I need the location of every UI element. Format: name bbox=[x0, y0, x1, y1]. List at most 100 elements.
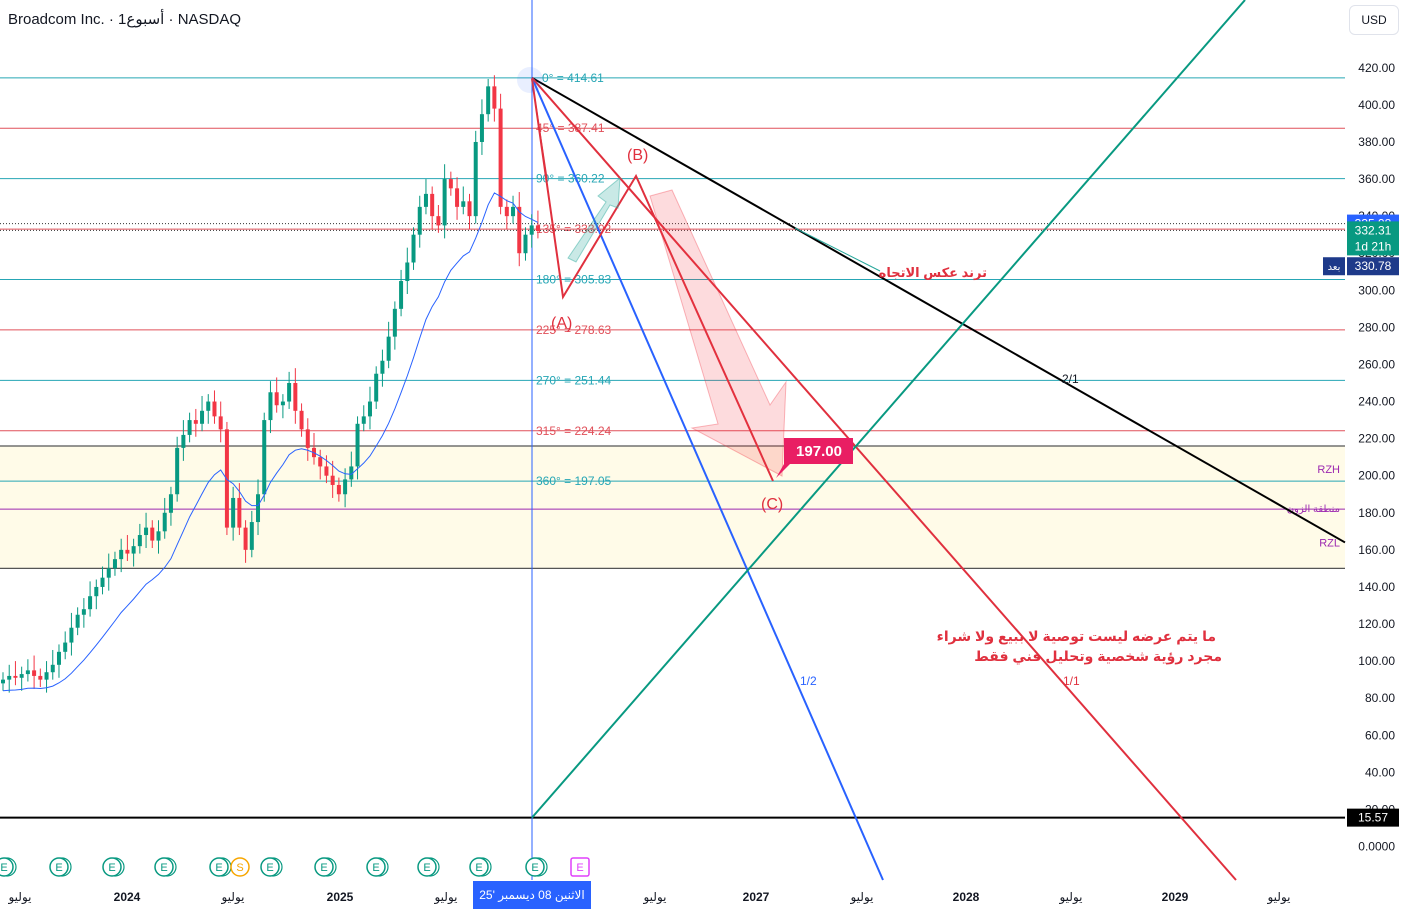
candle-body bbox=[44, 672, 49, 680]
price-tick-label: 200.00 bbox=[1358, 469, 1395, 483]
after-hours-tag: بعد bbox=[1328, 262, 1341, 273]
currency-button[interactable]: USD bbox=[1349, 5, 1399, 35]
candle-body bbox=[430, 193, 435, 217]
candle-body bbox=[162, 512, 167, 532]
candle-body bbox=[268, 392, 273, 421]
candle-body bbox=[461, 201, 466, 207]
price-badge-last: 332.31 bbox=[1355, 223, 1392, 237]
candle-body bbox=[237, 497, 242, 528]
candle-body bbox=[231, 497, 236, 528]
candle-body bbox=[392, 308, 397, 337]
candle-body bbox=[168, 494, 173, 513]
event-earnings-marker bbox=[49, 857, 69, 877]
price-tick-label: 420.00 bbox=[1358, 61, 1395, 75]
wave-zigzag bbox=[531, 78, 774, 482]
candle-body bbox=[181, 434, 186, 448]
price-badge-countdown: 1d 21h bbox=[1355, 239, 1392, 253]
fan-line-half bbox=[531, 77, 884, 881]
price-badge-bottom: 15.57 bbox=[1358, 811, 1388, 825]
short-trend-segment bbox=[794, 227, 881, 272]
zone-top-label: RZH bbox=[1317, 464, 1340, 476]
up-arrow bbox=[567, 176, 621, 263]
event-earnings-label: E bbox=[0, 862, 7, 874]
price-tick-label: 80.00 bbox=[1365, 691, 1395, 705]
gann-level-label: 315° = 224.24 bbox=[536, 424, 612, 438]
event-future-marker bbox=[570, 857, 590, 877]
price-badge-after-hours: 330.78 bbox=[1355, 259, 1392, 273]
candle-body bbox=[75, 614, 80, 628]
down-arrow bbox=[649, 189, 787, 477]
event-earnings-label: E bbox=[531, 862, 538, 874]
disclaimer-line-1: ما يتم عرضه ليست توصية لا ببيع ولا شراء bbox=[937, 628, 1216, 645]
after-hours-tag-bg bbox=[1323, 257, 1345, 276]
candle-body bbox=[349, 466, 354, 480]
event-earnings-label: E bbox=[372, 862, 379, 874]
cursor-date-bg bbox=[473, 881, 591, 909]
candle-body bbox=[367, 401, 372, 417]
event-earnings-marker bbox=[366, 857, 386, 877]
trendline-label: ترند عكس الاتجاه bbox=[879, 265, 987, 280]
price-tick-label: 180.00 bbox=[1358, 506, 1395, 520]
price-tick-label: 40.00 bbox=[1365, 765, 1395, 779]
price-tick-label: 100.00 bbox=[1358, 654, 1395, 668]
candle-body bbox=[498, 108, 503, 207]
candle-body bbox=[355, 423, 360, 467]
candle-body bbox=[262, 420, 267, 495]
wave-helper bbox=[531, 78, 548, 179]
time-tick-label: يوليو bbox=[1266, 890, 1290, 905]
candle-body bbox=[405, 262, 410, 282]
candle-body bbox=[38, 675, 43, 680]
candle-body bbox=[343, 479, 348, 495]
candle-body bbox=[380, 360, 385, 374]
gann-level-label: 90° = 360.22 bbox=[536, 172, 605, 186]
candle-body bbox=[479, 114, 484, 142]
event-split-label: S bbox=[236, 862, 243, 874]
gann-level-label: 225° = 278.63 bbox=[536, 323, 612, 337]
price-tick-label: 400.00 bbox=[1358, 98, 1395, 112]
event-earnings-marker bbox=[102, 857, 122, 877]
candle-body bbox=[249, 522, 254, 550]
time-tick-label: يوليو bbox=[433, 890, 457, 905]
time-tick-label: يوليو bbox=[642, 890, 666, 905]
gann-level-label: 135° = 333.02 bbox=[536, 222, 612, 236]
candle-body bbox=[200, 410, 205, 424]
fan-label-1-1: 1/1 bbox=[1063, 674, 1080, 688]
event-future-label: E bbox=[576, 862, 583, 874]
event-earnings-label: E bbox=[215, 862, 222, 874]
event-earnings-marker bbox=[314, 857, 334, 877]
event-earnings-label: E bbox=[108, 862, 115, 874]
candle-body bbox=[523, 234, 528, 254]
chart-title: Broadcom Inc. · 1أسبوع · NASDAQ bbox=[8, 11, 242, 28]
candle-body bbox=[287, 383, 292, 402]
candle-body bbox=[511, 206, 516, 217]
candle-body bbox=[256, 494, 261, 523]
candle-body bbox=[1, 679, 5, 684]
candle-body bbox=[25, 670, 30, 675]
candle-body bbox=[106, 568, 111, 578]
candle-body bbox=[467, 201, 472, 217]
event-earnings-marker bbox=[209, 857, 229, 877]
candle-body bbox=[175, 447, 180, 495]
event-earnings-marker bbox=[417, 857, 437, 877]
event-split-marker bbox=[230, 857, 250, 877]
price-tick-label: 140.00 bbox=[1358, 580, 1395, 594]
fan-line-one bbox=[531, 77, 1237, 881]
candle-body bbox=[318, 457, 323, 467]
event-earnings-label: E bbox=[423, 862, 430, 874]
event-earnings-label: E bbox=[266, 862, 273, 874]
fan-label-1-2: 1/2 bbox=[800, 674, 817, 688]
candle-body bbox=[455, 188, 460, 207]
event-earnings-label: E bbox=[475, 862, 482, 874]
candle-body bbox=[423, 193, 428, 207]
candle-body bbox=[187, 420, 192, 435]
price-tick-label: 0.0000 bbox=[1358, 840, 1395, 854]
candle-body bbox=[305, 429, 310, 448]
price-tick-label: 280.00 bbox=[1358, 320, 1395, 334]
candle-body bbox=[486, 86, 491, 115]
price-tick-label: 300.00 bbox=[1358, 283, 1395, 297]
candle-body bbox=[218, 416, 223, 430]
cursor-date-label: الاثنين 08 ديسمبر '25 bbox=[479, 888, 584, 903]
target-box bbox=[776, 438, 853, 478]
candle-body bbox=[224, 429, 229, 528]
